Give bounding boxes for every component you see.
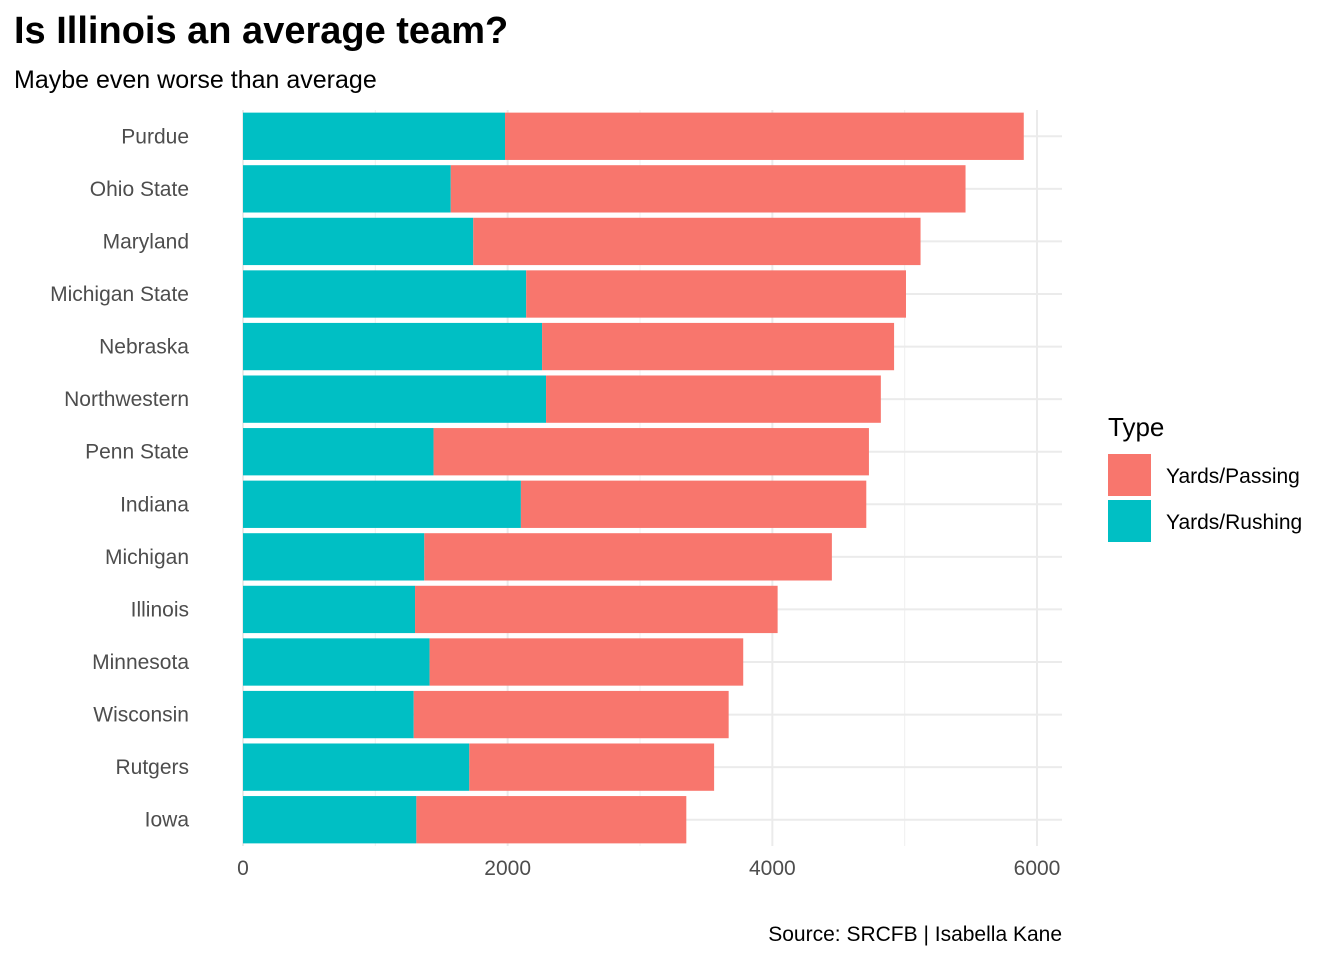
bars xyxy=(243,112,1024,844)
category-label: Purdue xyxy=(121,125,189,148)
category-label: Wisconsin xyxy=(93,704,189,727)
bar-yards-passing-ohio-state xyxy=(450,165,966,213)
category-label: Indiana xyxy=(120,493,189,516)
bar-yards-passing-northwestern xyxy=(546,375,881,423)
legend-title: Type xyxy=(1108,412,1164,442)
bar-yards-passing-maryland xyxy=(473,217,921,266)
category-label: Northwestern xyxy=(64,388,189,411)
x-tick-label: 2000 xyxy=(484,857,531,880)
bar-yards-rushing-penn-state xyxy=(243,428,434,476)
category-label: Minnesota xyxy=(92,651,189,674)
bar-yards-passing-michigan xyxy=(424,533,832,581)
category-label: Ohio State xyxy=(90,178,189,201)
bar-yards-passing-nebraska xyxy=(542,322,895,371)
category-label: Penn State xyxy=(85,441,189,464)
category-label: Maryland xyxy=(103,230,189,253)
bar-yards-rushing-michigan-state xyxy=(243,270,527,318)
chart-title: Is Illinois an average team? xyxy=(14,10,509,52)
bar-yards-rushing-rutgers xyxy=(243,743,470,791)
legend-label: Yards/Passing xyxy=(1166,465,1300,488)
bar-yards-rushing-nebraska xyxy=(243,322,543,371)
bar-yards-passing-rutgers xyxy=(469,743,715,791)
bar-yards-passing-minnesota xyxy=(429,638,744,686)
legend-label: Yards/Rushing xyxy=(1166,511,1302,534)
bar-yards-passing-michigan-state xyxy=(526,270,906,318)
category-label: Michigan xyxy=(105,546,189,569)
bar-yards-rushing-purdue xyxy=(243,112,506,160)
legend-swatch xyxy=(1108,454,1151,496)
category-label: Iowa xyxy=(145,809,190,832)
bar-yards-passing-wisconsin xyxy=(413,690,729,739)
bar-yards-passing-indiana xyxy=(520,480,867,528)
category-label: Rutgers xyxy=(115,756,189,779)
bar-yards-passing-iowa xyxy=(416,796,687,844)
category-label: Nebraska xyxy=(99,336,189,359)
bar-yards-passing-illinois xyxy=(415,585,778,634)
legend-swatch xyxy=(1108,500,1151,542)
chart-caption: Source: SRCFB | Isabella Kane xyxy=(768,923,1062,946)
category-labels: Purdue Ohio State Maryland Michigan State Ne… xyxy=(50,125,189,831)
bar-yards-rushing-ohio-state xyxy=(243,165,451,213)
bar-yards-passing-penn-state xyxy=(433,428,869,476)
x-tick-label: 0 xyxy=(237,857,249,880)
category-label: Illinois xyxy=(131,598,189,621)
bar-yards-passing-purdue xyxy=(505,112,1024,160)
x-tick-label: 4000 xyxy=(749,857,796,880)
x-axis-ticks: 0 2000 4000 6000 xyxy=(237,857,1060,880)
chart-subtitle: Maybe even worse than average xyxy=(14,66,377,94)
bar-yards-rushing-wisconsin xyxy=(243,690,414,739)
bar-yards-rushing-minnesota xyxy=(243,638,430,686)
x-tick-label: 6000 xyxy=(1014,857,1061,880)
bar-yards-rushing-maryland xyxy=(243,217,474,266)
bar-yards-rushing-indiana xyxy=(243,480,521,528)
bar-yards-rushing-illinois xyxy=(243,585,416,634)
bar-yards-rushing-iowa xyxy=(243,796,417,844)
category-label: Michigan State xyxy=(50,283,189,306)
bar-yards-rushing-michigan xyxy=(243,533,425,581)
bar-yards-rushing-northwestern xyxy=(243,375,547,423)
